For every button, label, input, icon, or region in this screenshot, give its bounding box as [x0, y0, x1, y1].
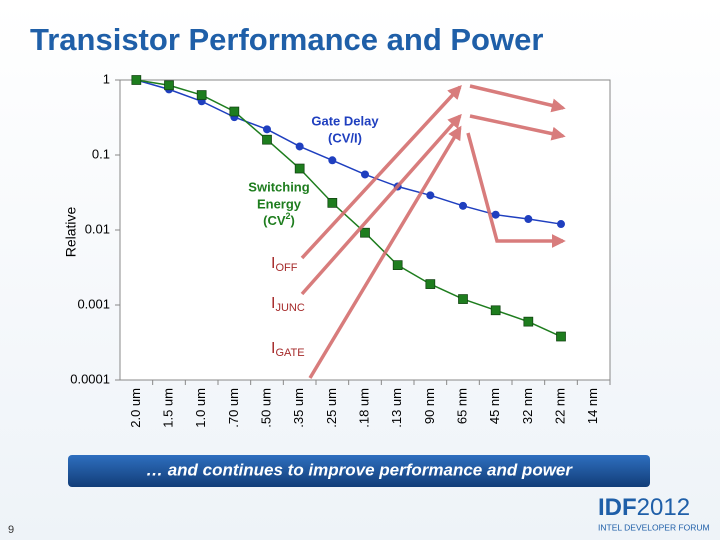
banner — [68, 455, 650, 487]
x-tick-label: .35 um — [291, 388, 306, 428]
arrow — [300, 113, 462, 296]
current-label: IJUNC — [271, 295, 305, 314]
marker — [491, 210, 500, 219]
marker — [196, 90, 207, 100]
marker — [426, 191, 435, 200]
arrow — [466, 132, 566, 248]
marker — [361, 170, 369, 179]
x-tick-label: 32 nm — [520, 388, 535, 424]
switching-energy-label: Switching — [248, 179, 309, 194]
x-tick-label: 14 nm — [585, 388, 600, 424]
logo-tagline: INTEL DEVELOPER FORUM — [598, 522, 710, 532]
current-sub: OFF — [275, 262, 297, 274]
marker — [392, 260, 403, 270]
banner-text: … and continues to improve performance a… — [146, 460, 573, 479]
current-main: I — [271, 255, 275, 272]
superscript: 2 — [286, 211, 291, 221]
current-label: IGATE — [271, 340, 305, 359]
x-tick-label: .50 um — [258, 388, 273, 428]
marker — [294, 163, 305, 174]
x-tick-label: 1.0 um — [193, 388, 208, 428]
y-tick-label: 0.01 — [85, 221, 110, 236]
marker — [263, 125, 271, 134]
marker — [229, 106, 240, 117]
marker — [490, 305, 501, 316]
current-sub: GATE — [275, 347, 304, 359]
current-sub: JUNC — [275, 302, 304, 314]
x-tick-label: 45 nm — [487, 388, 502, 424]
label-part: (CV — [263, 213, 286, 228]
marker — [523, 316, 534, 327]
gate-delay-label: (CV/I) — [328, 130, 362, 145]
arrow — [469, 84, 566, 113]
x-tick-label: .18 um — [356, 388, 371, 428]
current-main: I — [271, 295, 275, 312]
logo: IDF2012 — [598, 494, 690, 521]
current-main: I — [271, 340, 275, 357]
y-tick-label: 0.001 — [77, 296, 110, 311]
marker — [131, 75, 142, 85]
current-label: IOFF — [271, 255, 298, 274]
marker — [557, 220, 565, 229]
marker — [458, 294, 468, 304]
marker — [425, 279, 436, 289]
x-tick-label: .70 um — [226, 388, 241, 428]
current-arrows — [300, 84, 566, 379]
arrow — [300, 84, 462, 260]
page-number: 9 — [8, 524, 14, 536]
switching-energy-label: (CV2) — [263, 211, 295, 228]
slide-title: Transistor Performance and Power — [30, 22, 543, 57]
marker — [556, 331, 566, 342]
x-tick-label: 90 nm — [422, 388, 437, 424]
marker — [262, 134, 272, 145]
y-axis-label: Relative — [63, 207, 79, 258]
y-tick-label: 1 — [103, 71, 110, 86]
marker — [524, 215, 533, 224]
marker — [327, 198, 338, 208]
y-tick-label: 0.0001 — [70, 371, 110, 386]
arrow — [308, 125, 462, 379]
switching-energy-label: Energy — [257, 196, 302, 211]
gate-delay-label: Gate Delay — [311, 113, 379, 128]
marker — [164, 80, 174, 91]
marker — [295, 142, 304, 151]
x-tick-label: 2.0 um — [128, 388, 143, 428]
x-tick-label: 22 nm — [552, 388, 567, 424]
y-tick-label: 0.1 — [92, 146, 110, 161]
logo-main: IDF — [598, 494, 637, 521]
label-part: ) — [291, 213, 295, 228]
x-tick-label: 65 nm — [454, 388, 469, 424]
series-line — [136, 79, 562, 338]
marker — [328, 156, 337, 165]
x-tick-label: .13 um — [389, 388, 404, 428]
marker — [360, 227, 370, 238]
marker — [459, 201, 467, 210]
arrow — [469, 114, 566, 141]
annotations: Gate Delay(CV/I)SwitchingEnergy(CV2)IOFF… — [248, 113, 379, 358]
x-tick-label: .25 um — [324, 388, 339, 428]
logo-year: 2012 — [637, 494, 690, 521]
x-tick-label: 1.5 um — [160, 388, 175, 428]
